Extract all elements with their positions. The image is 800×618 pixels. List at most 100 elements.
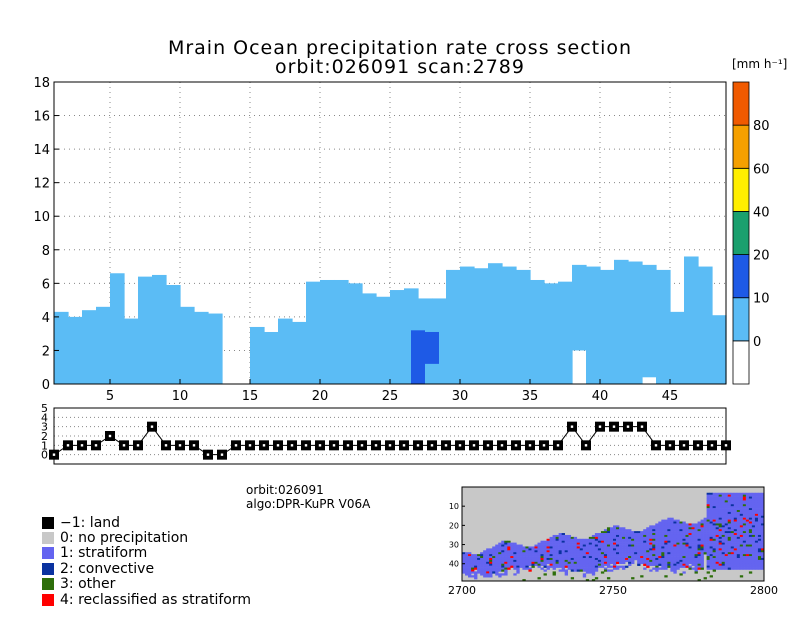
map-cell — [616, 534, 620, 538]
map-cell — [652, 548, 656, 551]
map-cell — [733, 538, 738, 542]
map-cell — [673, 529, 677, 532]
map-cell — [540, 563, 544, 566]
y-tick-label: 0 — [41, 449, 48, 462]
map-cell — [492, 567, 496, 570]
map-cell — [754, 504, 759, 507]
map-cell — [733, 567, 738, 570]
map-cell — [643, 536, 647, 540]
map-cell — [670, 519, 674, 522]
map-cell — [613, 552, 617, 555]
map-cell — [658, 533, 662, 536]
map-cell — [471, 569, 475, 572]
map-cell — [748, 571, 753, 574]
map-cell — [640, 559, 644, 563]
map-cell — [736, 550, 741, 553]
rain-type-point-dot — [178, 444, 182, 447]
map-cell — [501, 544, 505, 547]
map-cell — [573, 556, 578, 559]
colorbar-bin — [732, 211, 750, 255]
map-cell — [652, 557, 656, 561]
map-cell — [754, 563, 759, 566]
rain-type-point-dot — [164, 444, 168, 447]
map-cell — [594, 569, 599, 572]
map-cell — [501, 573, 505, 576]
map-cell — [673, 563, 677, 566]
map-cell — [700, 565, 704, 568]
map-cell — [760, 527, 765, 530]
map-cell — [757, 548, 762, 551]
map-cell — [667, 556, 671, 559]
map-cell — [585, 550, 590, 553]
map-cell — [739, 500, 744, 503]
map-cell — [679, 534, 683, 538]
map-cell — [742, 554, 747, 557]
map-cell — [691, 534, 695, 538]
map-cell — [558, 536, 562, 540]
map-cell — [564, 538, 568, 542]
map-cell — [585, 544, 590, 547]
map-cell — [489, 565, 493, 568]
map-cell — [718, 542, 723, 545]
map-cell — [718, 556, 723, 559]
map-cell — [540, 557, 544, 561]
map-cell — [507, 554, 511, 557]
map-cell — [736, 494, 741, 497]
map-cell — [727, 525, 732, 528]
map-cell — [634, 552, 638, 555]
map-cell — [622, 536, 626, 540]
map-cell — [724, 534, 729, 538]
map-cell — [613, 527, 617, 530]
map-cell — [730, 557, 735, 561]
map-cell — [619, 534, 623, 538]
map-cell — [742, 559, 747, 563]
map-cell — [757, 534, 762, 538]
map-cell — [619, 531, 623, 534]
map-cell — [471, 559, 475, 563]
map-cell — [751, 513, 756, 517]
map-cell — [585, 565, 590, 568]
map-cell — [724, 502, 729, 505]
map-cell — [495, 554, 499, 557]
map-cell — [603, 548, 608, 551]
map-cell — [712, 538, 716, 542]
map-cell — [600, 548, 605, 551]
map-cell — [516, 552, 520, 555]
map-cell — [480, 569, 484, 572]
map-cell — [724, 510, 729, 513]
map-cell — [549, 550, 553, 553]
map-cell — [646, 554, 650, 557]
map-cell — [619, 561, 623, 565]
map-cell — [751, 534, 756, 538]
map-cell — [658, 557, 662, 561]
map-cell — [652, 567, 656, 570]
map-cell — [507, 561, 511, 565]
map-cell — [736, 533, 741, 536]
map-cell — [640, 540, 644, 543]
rain-type-point-dot — [318, 444, 322, 447]
map-cell — [570, 540, 575, 543]
map-cell — [597, 544, 602, 547]
map-cell — [658, 523, 662, 526]
map-cell — [649, 533, 653, 536]
map-cell — [694, 542, 698, 545]
map-cell — [721, 563, 726, 566]
map-cell — [679, 573, 683, 576]
map-cell — [495, 561, 499, 565]
map-cell — [664, 531, 668, 534]
map-cell — [721, 508, 726, 511]
map-cell — [709, 550, 713, 553]
map-cell — [603, 529, 608, 532]
map-cell — [733, 498, 738, 501]
map-cell — [619, 565, 623, 568]
map-cell — [643, 529, 647, 532]
map-cell — [748, 517, 753, 520]
map-cell — [637, 563, 641, 566]
map-cell — [676, 531, 680, 534]
map-cell — [673, 546, 677, 549]
map-cell — [609, 554, 614, 557]
map-cell — [754, 510, 759, 513]
map-cell — [739, 544, 744, 547]
map-cell — [727, 515, 732, 518]
map-cell — [646, 542, 650, 545]
